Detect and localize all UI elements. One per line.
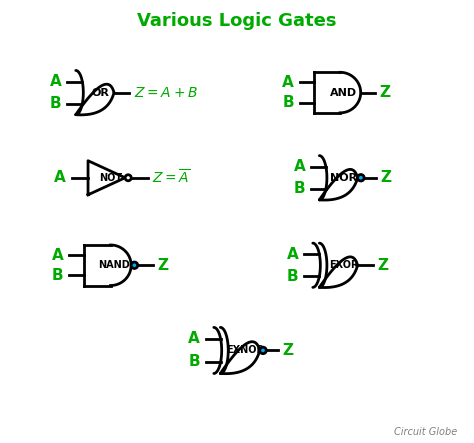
Text: A: A: [283, 75, 294, 90]
Circle shape: [125, 175, 131, 181]
Text: A: A: [287, 247, 299, 262]
Text: B: B: [293, 181, 305, 196]
Text: B: B: [50, 96, 62, 111]
Text: Z: Z: [377, 258, 388, 273]
Text: A: A: [50, 74, 62, 89]
Text: Z: Z: [283, 343, 294, 358]
Text: Z: Z: [157, 258, 168, 273]
Text: Z: Z: [379, 85, 391, 100]
Text: B: B: [287, 269, 299, 284]
Text: OR: OR: [91, 88, 109, 97]
Circle shape: [131, 262, 137, 268]
Text: Various Logic Gates: Various Logic Gates: [137, 12, 337, 30]
Circle shape: [357, 175, 364, 181]
Text: A: A: [52, 248, 64, 263]
Text: A: A: [293, 159, 305, 174]
Text: AND: AND: [330, 88, 357, 97]
Text: $Z = A + B$: $Z = A + B$: [134, 85, 198, 100]
Text: NOR: NOR: [330, 173, 357, 183]
Text: NOT: NOT: [99, 173, 122, 183]
Text: $Z = \overline{A}$: $Z = \overline{A}$: [152, 169, 191, 187]
Text: B: B: [52, 268, 64, 283]
Text: NAND: NAND: [99, 260, 130, 270]
Text: EXNOR: EXNOR: [227, 346, 264, 355]
Text: A: A: [54, 170, 66, 185]
Text: B: B: [283, 95, 294, 110]
Text: Circuit Globe: Circuit Globe: [394, 427, 457, 437]
Text: EXOR: EXOR: [329, 260, 358, 270]
Text: Z: Z: [381, 170, 392, 185]
Text: B: B: [188, 354, 200, 369]
Circle shape: [260, 347, 266, 354]
Text: A: A: [188, 331, 200, 346]
